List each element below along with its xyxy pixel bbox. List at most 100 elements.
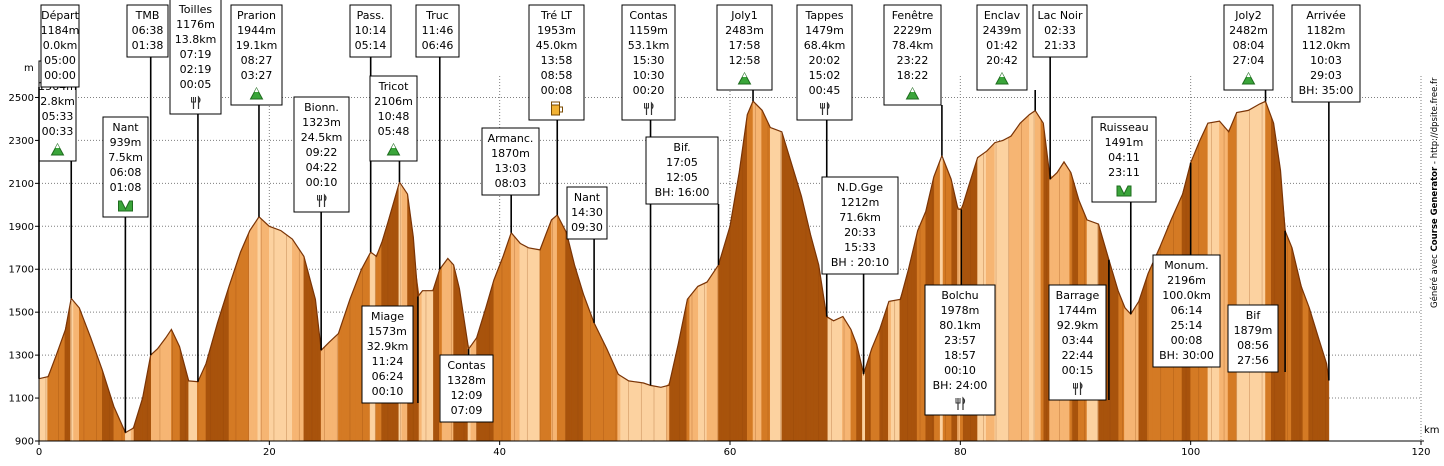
waypoint-label-line: Prarion (237, 9, 276, 22)
slope-band (1250, 106, 1255, 441)
slope-band (237, 251, 241, 441)
slope-band (1003, 138, 1007, 441)
waypoint-label-line: BH: 16:00 (655, 186, 710, 199)
slope-band (352, 284, 357, 441)
slope-band (1262, 100, 1266, 441)
slope-band (718, 255, 722, 441)
waypoint-label-box (924, 284, 996, 416)
slope-band (274, 228, 279, 441)
waypoint-28: Bif 1879m 08:56 27:56 (1227, 230, 1286, 373)
waypoint-label-line: 27:56 (1237, 354, 1269, 367)
slope-band (50, 362, 54, 441)
slope-band (698, 284, 702, 441)
x-axis-label: km (1424, 425, 1440, 436)
waypoint-12: Armanc. 1870m 13:03 08:03 (481, 127, 540, 233)
waypoint-label-line: 11:24 (372, 355, 404, 368)
slope-band (355, 276, 359, 441)
waypoint-label-line: 06:08 (110, 166, 142, 179)
slope-band (528, 247, 532, 441)
slope-band (1014, 125, 1019, 441)
waypoint-9: Miage 1573m 32.9km 11:24 06:24 00:10 (361, 296, 419, 404)
waypoint-label-line: 20:33 (844, 226, 876, 239)
slope-band (827, 316, 832, 441)
waypoint-label-line: 92.9km (1057, 319, 1099, 332)
waypoint-label-line: 22:44 (1062, 349, 1094, 362)
slope-band (1043, 127, 1048, 441)
waypoint-label-line: 13:58 (541, 54, 573, 67)
waypoint-label-box (40, 4, 80, 88)
slope-band (890, 300, 895, 441)
waypoint-13: Tré LT 1953m 45.0km 13:58 08:58 00:08 (528, 4, 585, 215)
slope-band (188, 380, 192, 441)
slope-band (542, 234, 547, 441)
slope-band (332, 335, 336, 441)
waypoint-label-line: 2483m (725, 24, 764, 37)
slope-band (793, 169, 797, 441)
slope-band (1224, 126, 1229, 441)
y-tick-label: 900 (15, 437, 34, 448)
slope-band (1291, 246, 1295, 441)
waypoint-label-box (645, 136, 719, 205)
slope-band (692, 288, 696, 441)
generator-credit: Généré avec Course Generator - http://dp… (1429, 77, 1440, 308)
summit-icon (905, 86, 920, 100)
slope-band (775, 129, 780, 441)
waypoint-label-line: 32.9km (367, 340, 409, 353)
waypoint-label-box (976, 4, 1028, 91)
slope-band (700, 282, 705, 441)
slope-band (508, 232, 512, 441)
knife-icon (197, 95, 201, 109)
slope-band (597, 329, 601, 441)
slope-band (608, 353, 613, 441)
waypoint-label-line: 03:44 (1062, 334, 1094, 347)
summit-icon (50, 142, 65, 156)
slope-band (240, 245, 244, 441)
slope-band (1270, 116, 1275, 441)
summit-snow (391, 144, 396, 148)
waypoint-label-line: 1212m (841, 196, 880, 209)
waypoint-label-line: BH: 24:00 (933, 379, 988, 392)
slope-band (787, 150, 791, 441)
slope-band (292, 238, 296, 441)
slope-band (594, 323, 598, 441)
waypoint-label-line: 80.1km (939, 319, 981, 332)
slope-band (1011, 129, 1016, 441)
waypoint-label-line: 15:02 (809, 69, 841, 82)
slope-band (99, 361, 103, 441)
slope-band (280, 229, 285, 441)
slope-band (579, 283, 584, 441)
waypoint-label-box (481, 127, 540, 196)
slope-band (899, 290, 904, 441)
slope-band (637, 381, 642, 441)
slope-band (1124, 305, 1128, 441)
waypoint-label-line: 1184m (41, 24, 80, 37)
waypoint-label-line: 2196m (1167, 274, 1206, 287)
slope-band (1230, 119, 1235, 441)
slope-band (61, 330, 66, 441)
x-tick-label: 40 (493, 447, 506, 458)
waypoint-label-line: 12:05 (666, 171, 698, 184)
waypoint-label-line: Bolchu (941, 289, 978, 302)
fork-tines (1073, 383, 1078, 389)
waypoint-label-line: 24.5km (301, 131, 343, 144)
slope-band (427, 290, 431, 441)
slope-band (294, 242, 299, 441)
slope-band (214, 322, 218, 441)
slope-band (248, 226, 253, 441)
slope-band (723, 235, 728, 441)
summit-snow (910, 88, 915, 92)
slope-band (758, 106, 762, 441)
waypoint-label-line: 00:05 (180, 78, 212, 91)
waypoint-label-line: 05:48 (378, 125, 410, 138)
summit-snow (742, 73, 747, 77)
slope-band (341, 316, 345, 441)
waypoint-7: Pass. 10:14 05:14 (349, 4, 392, 253)
waypoint-label-line: 1323m (302, 116, 341, 129)
slope-band (205, 353, 210, 441)
waypoint-label-line: 05:14 (355, 39, 387, 52)
axes: 0 20 40 60 80 100 120 900 1100 1300 1500 1700 1900 21… (9, 63, 1440, 458)
slope-band (853, 336, 857, 441)
waypoint-label-line: 1176m (176, 18, 215, 31)
slope-band (300, 251, 305, 441)
fork-tines (191, 97, 196, 103)
